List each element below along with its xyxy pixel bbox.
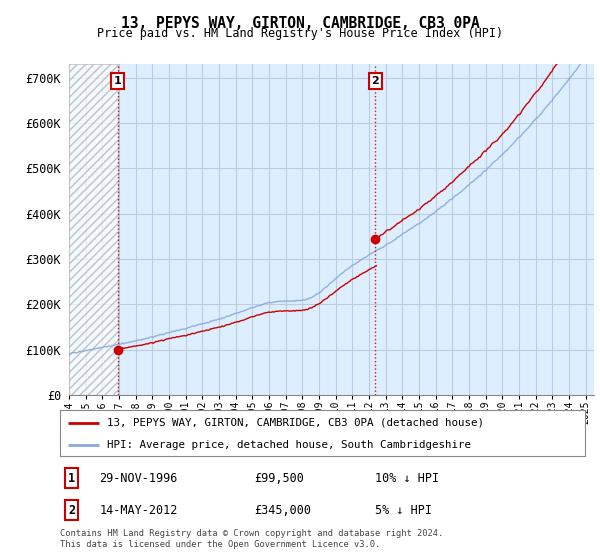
Text: 2: 2 <box>371 76 379 86</box>
Text: 10% ↓ HPI: 10% ↓ HPI <box>375 472 439 485</box>
Text: 1: 1 <box>114 76 122 86</box>
Text: 13, PEPYS WAY, GIRTON, CAMBRIDGE, CB3 0PA: 13, PEPYS WAY, GIRTON, CAMBRIDGE, CB3 0P… <box>121 16 479 31</box>
Text: 29-NOV-1996: 29-NOV-1996 <box>100 472 178 485</box>
Text: Contains HM Land Registry data © Crown copyright and database right 2024.
This d: Contains HM Land Registry data © Crown c… <box>60 529 443 549</box>
Text: 1: 1 <box>68 472 75 485</box>
Text: HPI: Average price, detached house, South Cambridgeshire: HPI: Average price, detached house, Sout… <box>107 440 471 450</box>
Text: £345,000: £345,000 <box>254 504 311 517</box>
Text: 14-MAY-2012: 14-MAY-2012 <box>100 504 178 517</box>
Text: 13, PEPYS WAY, GIRTON, CAMBRIDGE, CB3 0PA (detached house): 13, PEPYS WAY, GIRTON, CAMBRIDGE, CB3 0P… <box>107 418 484 428</box>
Text: Price paid vs. HM Land Registry's House Price Index (HPI): Price paid vs. HM Land Registry's House … <box>97 27 503 40</box>
Text: £99,500: £99,500 <box>254 472 304 485</box>
Bar <box>69 64 118 395</box>
Text: 5% ↓ HPI: 5% ↓ HPI <box>375 504 432 517</box>
Text: 2: 2 <box>68 504 75 517</box>
